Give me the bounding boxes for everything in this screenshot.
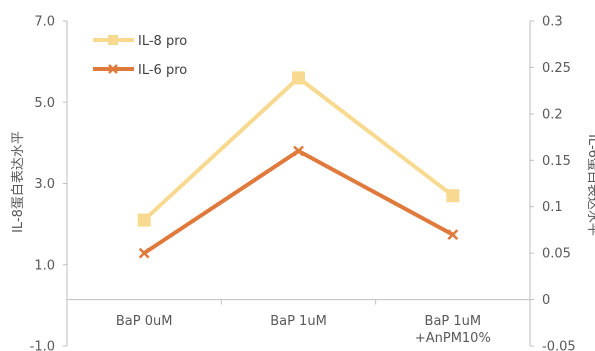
right-tick-label: 0.3 — [542, 15, 563, 30]
category-label: BaP 0uM — [116, 314, 173, 329]
left-axis-title: IL-8蛋白表达水平 — [10, 131, 26, 233]
left-tick-label: -1.0 — [30, 340, 55, 351]
right-axis-ticks: -0.05 0 0.05 0.1 0.15 0.2 0.25 0.3 — [542, 15, 576, 351]
legend-item-il6: IL-6 pro — [93, 63, 187, 78]
data-point-il-8-pro — [446, 189, 460, 203]
left-tick-label: 7.0 — [34, 15, 55, 30]
right-tick-label: 0.25 — [542, 61, 571, 76]
data-point-il-6-pro — [138, 247, 150, 259]
axes — [63, 20, 534, 347]
right-tick-label: -0.05 — [542, 340, 576, 351]
right-tick-label: 0.1 — [542, 200, 563, 215]
legend-marker-il6 — [108, 64, 118, 74]
data-point-il-8-pro — [292, 71, 305, 85]
data-point-il-6-pro — [293, 145, 304, 157]
right-tick-label: 0.2 — [542, 107, 563, 122]
legend: IL-8 pro IL-6 pro — [93, 34, 187, 78]
left-tick-label: 5.0 — [34, 96, 55, 111]
right-tick-label: 0 — [542, 293, 550, 308]
left-axis-ticks: -1.0 1.0 3.0 5.0 7.0 — [30, 15, 55, 351]
legend-marker-il8 — [108, 35, 118, 45]
data-point-il-6-pro — [447, 229, 459, 240]
right-tick-label: 0.15 — [542, 154, 571, 169]
series-line-il-6-pro — [143, 148, 454, 255]
series — [137, 71, 460, 259]
legend-item-il8: IL-8 pro — [93, 34, 187, 49]
left-tick-label: 1.0 — [34, 258, 55, 273]
right-tick-label: 0.05 — [542, 247, 571, 262]
legend-label-il8: IL-8 pro — [138, 34, 187, 49]
data-point-il-8-pro — [137, 213, 151, 227]
left-tick-label: 3.0 — [34, 177, 55, 192]
legend-label-il6: IL-6 pro — [138, 63, 187, 78]
category-label: BaP 1uM +AnPM10% — [415, 314, 491, 346]
category-labels: BaP 0uM BaP 1uM BaP 1uM +AnPM10% — [116, 314, 491, 346]
right-axis-title: IL-6蛋白表达水平 — [585, 134, 595, 236]
category-label: BaP 1uM — [270, 314, 327, 329]
